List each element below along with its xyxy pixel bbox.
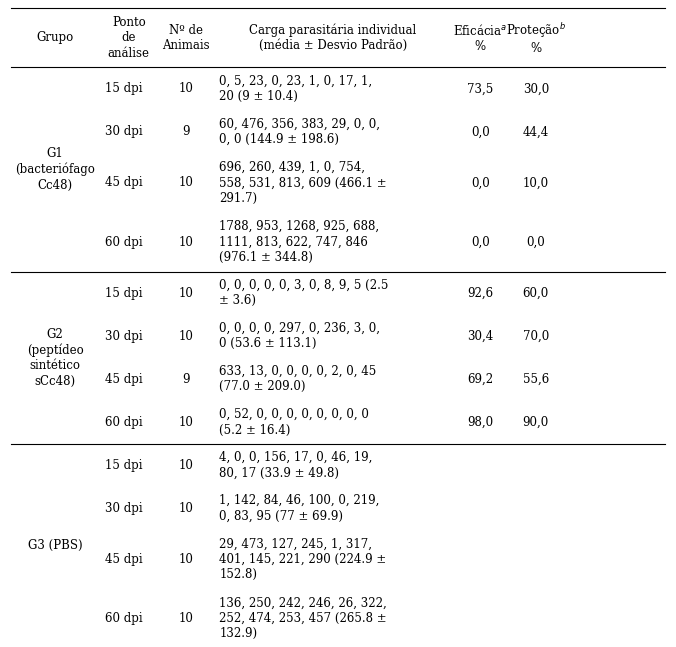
Text: 30 dpi: 30 dpi xyxy=(105,329,143,343)
Text: Eficácia$^{a}$
%: Eficácia$^{a}$ % xyxy=(453,23,507,53)
Text: 10: 10 xyxy=(178,612,193,625)
Text: 60 dpi: 60 dpi xyxy=(105,612,143,625)
Text: 0, 0, 0, 0, 0, 3, 0, 8, 9, 5 (2.5
± 3.6): 0, 0, 0, 0, 0, 3, 0, 8, 9, 5 (2.5 ± 3.6) xyxy=(219,279,389,307)
Text: G1
(bacteriófago
Cc48): G1 (bacteriófago Cc48) xyxy=(16,147,95,192)
Text: 10: 10 xyxy=(178,177,193,190)
Text: 10,0: 10,0 xyxy=(523,177,549,190)
Text: 10: 10 xyxy=(178,236,193,248)
Text: 15 dpi: 15 dpi xyxy=(105,82,143,95)
Text: 45 dpi: 45 dpi xyxy=(105,553,143,566)
Text: 45 dpi: 45 dpi xyxy=(105,177,143,190)
Text: 60, 476, 356, 383, 29, 0, 0,
0, 0 (144.9 ± 198.6): 60, 476, 356, 383, 29, 0, 0, 0, 0 (144.9… xyxy=(219,118,381,146)
Text: 69,2: 69,2 xyxy=(467,373,493,386)
Text: 696, 260, 439, 1, 0, 754,
558, 531, 813, 609 (466.1 ±
291.7): 696, 260, 439, 1, 0, 754, 558, 531, 813,… xyxy=(219,161,387,205)
Text: 92,6: 92,6 xyxy=(467,287,493,300)
Text: Proteção$^{b}$
%: Proteção$^{b}$ % xyxy=(506,21,566,55)
Text: G3 (PBS): G3 (PBS) xyxy=(28,540,82,553)
Text: 1, 142, 84, 46, 100, 0, 219,
0, 83, 95 (77 ± 69.9): 1, 142, 84, 46, 100, 0, 219, 0, 83, 95 (… xyxy=(219,494,380,523)
Text: 0,0: 0,0 xyxy=(527,236,545,248)
Text: 0, 52, 0, 0, 0, 0, 0, 0, 0, 0
(5.2 ± 16.4): 0, 52, 0, 0, 0, 0, 0, 0, 0, 0 (5.2 ± 16.… xyxy=(219,408,369,437)
Text: 10: 10 xyxy=(178,502,193,515)
Text: 10: 10 xyxy=(178,82,193,95)
Text: 15 dpi: 15 dpi xyxy=(105,287,143,300)
Text: 0,0: 0,0 xyxy=(470,177,489,190)
Text: 10: 10 xyxy=(178,287,193,300)
Text: Nº de
Animais: Nº de Animais xyxy=(162,23,210,52)
Text: 60 dpi: 60 dpi xyxy=(105,236,143,248)
Text: 633, 13, 0, 0, 0, 0, 2, 0, 45
(77.0 ± 209.0): 633, 13, 0, 0, 0, 0, 2, 0, 45 (77.0 ± 20… xyxy=(219,365,377,393)
Text: 4, 0, 0, 156, 17, 0, 46, 19,
80, 17 (33.9 ± 49.8): 4, 0, 0, 156, 17, 0, 46, 19, 80, 17 (33.… xyxy=(219,451,372,479)
Text: 29, 473, 127, 245, 1, 317,
401, 145, 221, 290 (224.9 ±
152.8): 29, 473, 127, 245, 1, 317, 401, 145, 221… xyxy=(219,538,387,582)
Text: 55,6: 55,6 xyxy=(523,373,549,386)
Text: 0, 0, 0, 0, 297, 0, 236, 3, 0,
0 (53.6 ± 113.1): 0, 0, 0, 0, 297, 0, 236, 3, 0, 0 (53.6 ±… xyxy=(219,322,381,351)
Text: 30,4: 30,4 xyxy=(467,329,493,343)
Text: 0,0: 0,0 xyxy=(470,236,489,248)
Text: 10: 10 xyxy=(178,416,193,429)
Text: 0, 5, 23, 0, 23, 1, 0, 17, 1,
20 (9 ± 10.4): 0, 5, 23, 0, 23, 1, 0, 17, 1, 20 (9 ± 10… xyxy=(219,74,372,103)
Text: 10: 10 xyxy=(178,459,193,472)
Text: 70,0: 70,0 xyxy=(523,329,549,343)
Text: 9: 9 xyxy=(183,373,190,386)
Text: 45 dpi: 45 dpi xyxy=(105,373,143,386)
Text: 98,0: 98,0 xyxy=(467,416,493,429)
Text: 1788, 953, 1268, 925, 688,
1111, 813, 622, 747, 846
(976.1 ± 344.8): 1788, 953, 1268, 925, 688, 1111, 813, 62… xyxy=(219,220,379,264)
Text: 30 dpi: 30 dpi xyxy=(105,126,143,138)
Text: 60,0: 60,0 xyxy=(523,287,549,300)
Text: Ponto
de
análise: Ponto de análise xyxy=(107,16,150,60)
Text: 73,5: 73,5 xyxy=(467,82,493,95)
Text: 90,0: 90,0 xyxy=(523,416,549,429)
Text: Grupo: Grupo xyxy=(37,31,74,45)
Text: 60 dpi: 60 dpi xyxy=(105,416,143,429)
Text: 10: 10 xyxy=(178,553,193,566)
Text: Carga parasitária individual
(média ± Desvio Padrão): Carga parasitária individual (média ± De… xyxy=(249,23,416,52)
Text: G2
(peptídeo
sintético
sCc48): G2 (peptídeo sintético sCc48) xyxy=(27,327,84,388)
Text: 9: 9 xyxy=(183,126,190,138)
Text: 30,0: 30,0 xyxy=(523,82,549,95)
Text: 44,4: 44,4 xyxy=(523,126,549,138)
Text: 10: 10 xyxy=(178,329,193,343)
Text: 136, 250, 242, 246, 26, 322,
252, 474, 253, 457 (265.8 ±
132.9): 136, 250, 242, 246, 26, 322, 252, 474, 2… xyxy=(219,597,387,641)
Text: 15 dpi: 15 dpi xyxy=(105,459,143,472)
Text: 0,0: 0,0 xyxy=(470,126,489,138)
Text: 30 dpi: 30 dpi xyxy=(105,502,143,515)
